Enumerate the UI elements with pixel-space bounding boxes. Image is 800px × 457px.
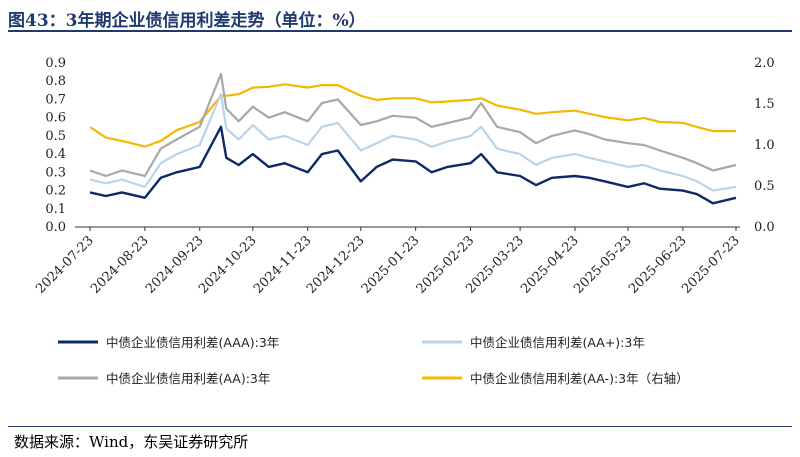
- footer-divider: [8, 426, 792, 427]
- legend-label: 中债企业债信用利差(AA-):3年（右轴）: [470, 371, 689, 386]
- y-left-tick-label: 0.4: [45, 147, 66, 162]
- y-left-tick-label: 0.1: [45, 202, 66, 217]
- y-axis-right: 0.0 0.5 1.0 1.5 2.0: [754, 56, 775, 235]
- x-axis: 2024-07-232024-08-232024-09-232024-10-23…: [33, 227, 743, 297]
- y-left-tick-label: 0.9: [45, 56, 66, 71]
- legend-label: 中债企业债信用利差(AA+):3年: [470, 335, 645, 350]
- x-tick-label: 2025-07-23: [679, 233, 743, 297]
- x-tick-label: 2025-01-23: [359, 233, 423, 297]
- series-line-aa-minus: [89, 83, 736, 148]
- series-layer: [89, 72, 737, 205]
- y-left-tick-label: 0.3: [45, 165, 66, 180]
- y-right-tick-label: 2.0: [754, 56, 775, 71]
- y-left-tick-label: 0.5: [45, 129, 66, 144]
- x-tick-label: 2024-10-23: [196, 233, 260, 297]
- source-note: 数据来源：Wind，东吴证券研究所: [14, 433, 249, 451]
- legend: 中债企业债信用利差(AAA):3年 中债企业债信用利差(AA+):3年中债企业债信…: [58, 335, 689, 386]
- x-tick-label: 2024-12-23: [304, 233, 368, 297]
- y-left-tick-label: 0.0: [45, 220, 66, 235]
- series-line-aa: [89, 72, 737, 178]
- y-right-tick-label: 1.5: [754, 97, 775, 112]
- x-tick-label: 2025-05-23: [571, 233, 635, 297]
- series-line-aa-plus: [89, 92, 737, 192]
- x-tick-label: 2024-08-23: [88, 233, 152, 297]
- x-tick-label: 2024-07-23: [33, 233, 97, 297]
- chart-title: 图43：3年期企业债信用利差走势（单位：%）: [8, 11, 366, 31]
- y-left-tick-label: 0.2: [45, 184, 66, 199]
- y-right-tick-label: 0.0: [754, 220, 775, 235]
- y-left-tick-label: 0.8: [45, 74, 66, 89]
- y-axis-left: 0.0 0.1 0.2 0.3 0.4 0.5 0.6 0.7 0.8 0.9: [45, 56, 66, 235]
- y-left-tick-label: 0.7: [45, 92, 66, 107]
- legend-label: 中债企业债信用利差(AA):3年: [106, 371, 270, 386]
- y-right-tick-label: 0.5: [754, 179, 775, 194]
- y-right-tick-label: 1.0: [754, 138, 775, 153]
- legend-label: 中债企业债信用利差(AAA):3年: [106, 335, 279, 350]
- series-line-aaa: [89, 125, 737, 205]
- y-left-tick-label: 0.6: [45, 111, 66, 126]
- title-divider: [8, 30, 792, 32]
- chart-canvas: 0.0 0.1 0.2 0.3 0.4 0.5 0.6 0.7 0.8 0.9 0.0 0.5 1.0…: [33, 56, 775, 386]
